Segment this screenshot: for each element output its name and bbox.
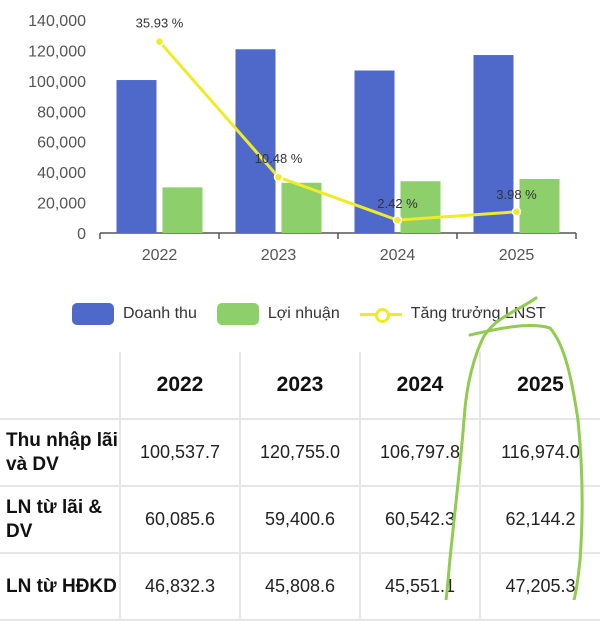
x-tick-label: 2023 [261, 247, 297, 264]
table-cell: 46,832.3 [120, 553, 241, 620]
revenue-profit-chart: 0 20,000 40,000 60,000 80,000 100,000 120,000 1… [28, 13, 577, 264]
table-cell: 62,144.2 [505, 509, 576, 529]
table-header-cell [0, 352, 121, 419]
growth-point [392, 215, 403, 225]
profit-swatch [216, 303, 259, 325]
legend-label-profit: Lợi nhuận [267, 305, 340, 322]
y-tick-label: 100,000 [28, 74, 86, 91]
x-tick-label: 2025 [499, 247, 535, 264]
y-tick-label: 20,000 [37, 196, 86, 213]
table-header-cell: 2025 [517, 373, 564, 396]
bar-revenue [116, 80, 157, 234]
table-cell: 60,085.6 [120, 486, 241, 553]
y-tick-label: 0 [77, 226, 86, 243]
table-row: Thu nhập lãi và DV 100,537.7 120,755.0 1… [0, 419, 600, 486]
growth-line [158, 40, 517, 222]
revenue-swatch [72, 303, 114, 325]
bar-profit [400, 181, 441, 233]
legend-label-revenue: Doanh thu [123, 305, 197, 322]
growth-data-label: 2.42 % [377, 196, 418, 211]
growth-data-label: 10.48 % [255, 151, 303, 166]
y-tick-label: 40,000 [37, 165, 86, 182]
growth-data-label: 3.98 % [496, 187, 537, 202]
y-tick-label: 60,000 [37, 135, 86, 152]
row-label: LN từ lãi & DV [0, 486, 121, 553]
growth-point [154, 36, 165, 47]
table-cell: 100,537.7 [120, 419, 241, 486]
growth-data-label: 35.93 % [136, 16, 184, 31]
financial-table: 2022 2023 2024 2025 Thu nhập lãi và DV 1… [0, 352, 600, 621]
growth-point [511, 207, 522, 217]
table-row: LN từ HĐKD 46,832.3 45,808.6 45,551.1 47… [0, 553, 600, 620]
row-label: LN từ HĐKD [0, 553, 121, 620]
table-header-cell: 2024 [360, 352, 481, 419]
growth-swatch [359, 303, 402, 325]
table-cell: 45,808.6 [240, 553, 361, 620]
growth-point [273, 172, 284, 182]
table-header-row: 2022 2023 2024 2025 [0, 352, 600, 419]
bar-profit [519, 178, 560, 233]
table-cell: 120,755.0 [240, 419, 361, 486]
table-cell: 45,551.1 [360, 553, 481, 620]
table-cell: 106,797.8 [360, 419, 481, 486]
table-cell: 59,400.6 [240, 486, 361, 553]
y-tick-label: 120,000 [28, 43, 86, 60]
y-tick-label: 140,000 [28, 13, 86, 30]
bar-profit [162, 187, 203, 233]
bar-revenue [235, 49, 276, 233]
table-cell: 47,205.3 [505, 576, 576, 596]
y-tick-label: 80,000 [37, 104, 86, 121]
table-header-cell: 2022 [120, 352, 241, 419]
chart-legend: Doanh thu Lợi nhuận Tăng trưởng LNST [72, 303, 566, 325]
legend-label-growth: Tăng trưởng LNST [410, 305, 546, 322]
growth-swatch-dot [374, 308, 390, 323]
table-cell: 60,542.3 [360, 486, 481, 553]
legend-item-revenue[interactable]: Doanh thu [72, 303, 197, 325]
x-tick-label: 2022 [142, 247, 178, 264]
legend-item-profit[interactable]: Lợi nhuận [216, 303, 340, 325]
row-label: Thu nhập lãi và DV [0, 419, 121, 486]
bar-revenue [473, 55, 514, 234]
table-row: LN từ lãi & DV 60,085.6 59,400.6 60,542.… [0, 486, 600, 553]
table-header-cell: 2023 [240, 352, 361, 419]
legend-item-growth[interactable]: Tăng trưởng LNST [359, 303, 546, 325]
table-cell: 116,974.0 [501, 442, 580, 462]
x-tick-label: 2024 [380, 247, 416, 264]
